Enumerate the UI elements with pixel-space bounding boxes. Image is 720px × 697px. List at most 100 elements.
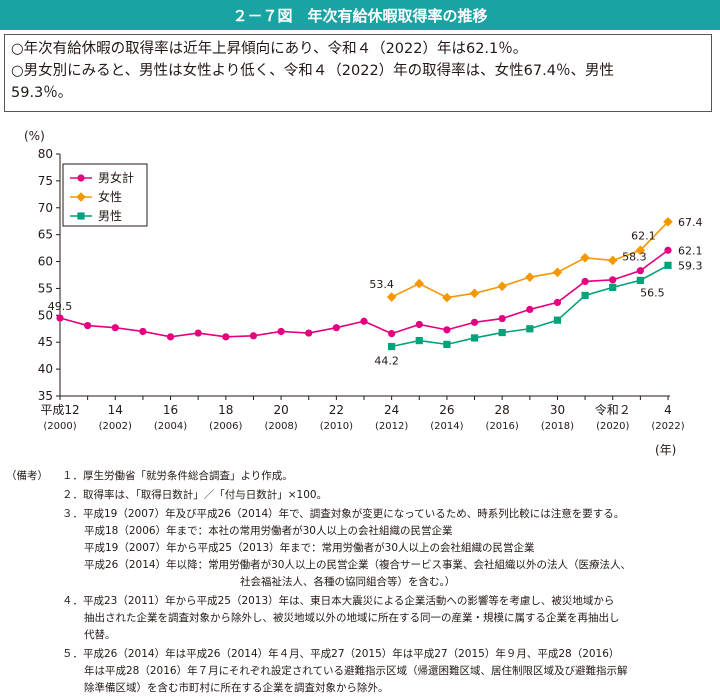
x-tick-year: (2002) <box>99 421 132 432</box>
chart-axes <box>59 154 670 397</box>
x-tick-label: 14 <box>108 403 123 417</box>
x-tick-label: 30 <box>550 403 565 417</box>
summary-line-2: ○男女別にみると、男性は女性より低く、令和４（2022）年の取得率は、女性67.… <box>11 63 614 79</box>
data-point <box>663 216 673 227</box>
y-tick-label: 35 <box>38 389 53 403</box>
data-point <box>607 255 618 266</box>
data-point <box>305 329 313 337</box>
data-point <box>166 333 175 341</box>
x-tick-label: 24 <box>384 403 399 417</box>
y-tick-labels: 35 40 45 50 55 60 65 70 75 80 <box>38 147 60 403</box>
data-point <box>442 292 452 303</box>
data-point <box>498 328 506 337</box>
data-point <box>84 321 92 330</box>
legend-swatch-marker <box>76 192 86 202</box>
x-tick-year: (2006) <box>209 421 242 432</box>
data-point <box>497 281 507 292</box>
summary-line-1: ○年次有給休暇の取得率は近年上昇傾向にあり、令和４（2022）年は62.1％。 <box>11 41 528 57</box>
y-tick-label: 70 <box>38 201 53 215</box>
data-point <box>609 283 617 291</box>
note-5b: 年は平成28（2016）年７月にそれぞれ設定されている避難指示区域（帰還困難区域… <box>84 665 628 677</box>
data-labels: 49.5 53.4 44.2 58.3 62.1 56.5 67.4 62.1 59.3 <box>48 216 703 368</box>
y-tick-label: 45 <box>38 335 53 349</box>
y-tick-label: 50 <box>38 308 53 322</box>
y-tick-label: 60 <box>38 255 53 269</box>
x-tick-year: (2008) <box>264 421 297 432</box>
x-tick-labels: 平成12 (2000) 14 (2002) 16 (2004) 18 (2006) 20 (200… <box>40 396 685 432</box>
data-label: 56.5 <box>640 286 665 299</box>
note-4a: ４．平成23（2011）年から平成25（2013）年は、東日本大震災による企業活… <box>62 595 615 607</box>
x-tick-label: 16 <box>163 403 178 417</box>
data-point <box>581 291 589 300</box>
data-point <box>664 246 672 254</box>
note-3d: 社会福祉法人、各種の協同組合等）を含む。） <box>240 576 456 588</box>
data-label: 58.3 <box>622 251 647 264</box>
x-tick-year: (2012) <box>375 421 408 432</box>
y-tick-label: 55 <box>38 281 53 295</box>
summary-line-3: 59.3％。 <box>11 85 73 101</box>
x-tick-label: 4 <box>664 403 672 417</box>
series-1 <box>386 216 673 303</box>
x-tick-label: 28 <box>495 403 510 417</box>
data-point <box>553 298 562 307</box>
legend-label: 男性 <box>98 209 122 223</box>
x-tick-label: 26 <box>439 403 454 417</box>
x-tick-year: (2014) <box>430 421 463 432</box>
figure-title: ２－７図 年次有給休暇取得率の推移 <box>0 0 720 30</box>
data-point <box>332 324 340 332</box>
data-label: 62.1 <box>678 244 703 257</box>
data-point <box>139 327 147 336</box>
legend-item: 女性 <box>70 189 122 204</box>
series-2 <box>388 261 672 351</box>
data-point <box>635 245 646 256</box>
data-point <box>553 316 562 324</box>
data-label: 49.5 <box>48 300 73 313</box>
y-axis-label: (%) <box>24 129 45 143</box>
data-point <box>386 292 397 302</box>
data-point <box>443 326 451 334</box>
notes-lead: （備考） <box>6 470 48 482</box>
x-tick-label: 22 <box>329 403 344 417</box>
x-tick-year: (2000) <box>43 421 76 432</box>
data-point <box>222 333 230 341</box>
data-point <box>470 334 479 342</box>
x-tick-label: 平成12 <box>40 403 79 417</box>
series-0 <box>56 246 672 341</box>
legend-swatch-marker <box>77 174 85 182</box>
note-3: ３．平成19（2007）年及び平成26（2014）年で、調査対象が変更になってい… <box>62 508 625 520</box>
data-label: 53.4 <box>369 278 394 291</box>
data-point <box>111 324 119 332</box>
x-tick-year: (2016) <box>486 421 519 432</box>
data-point <box>388 342 396 351</box>
data-point <box>443 340 451 348</box>
data-point <box>415 337 423 345</box>
y-tick-label: 75 <box>38 174 53 188</box>
series-lines <box>56 216 673 351</box>
note-1: １．厚生労働省「就労条件総合調査」より作成。 <box>62 470 293 482</box>
data-point <box>526 325 534 333</box>
note-3b: 平成19（2007）年から平成25（2013）年まで：常用労働者が30人以上の会… <box>84 542 535 554</box>
data-point <box>470 318 479 326</box>
data-point <box>552 267 563 278</box>
data-label: 59.3 <box>678 259 703 272</box>
data-point <box>609 276 617 284</box>
data-point <box>525 272 535 282</box>
note-5a: ５．平成26（2014）年は平成26（2014）年４月、平成27（2015）年は… <box>62 648 620 660</box>
legend-label: 女性 <box>98 189 122 204</box>
x-tick-year: (2010) <box>320 421 353 432</box>
data-point <box>249 332 258 340</box>
data-point <box>636 276 644 284</box>
note-3c: 平成26（2014）年以降：常用労働者が30人以上の民営企業（複合サービス事業、… <box>84 559 631 571</box>
data-point <box>415 320 423 329</box>
x-tick-label: 20 <box>273 403 288 417</box>
summary-box: ○年次有給休暇の取得率は近年上昇傾向にあり、令和４（2022）年は62.1％。 … <box>4 34 712 112</box>
data-label: 62.1 <box>631 229 656 242</box>
data-point <box>526 305 534 314</box>
data-point <box>56 314 64 322</box>
data-point <box>360 317 368 325</box>
legend-item: 男性 <box>70 209 122 223</box>
note-4c: 代替。 <box>84 629 116 641</box>
x-tick-label: 令和２ <box>595 402 631 417</box>
x-tick-year: (2022) <box>651 421 684 432</box>
